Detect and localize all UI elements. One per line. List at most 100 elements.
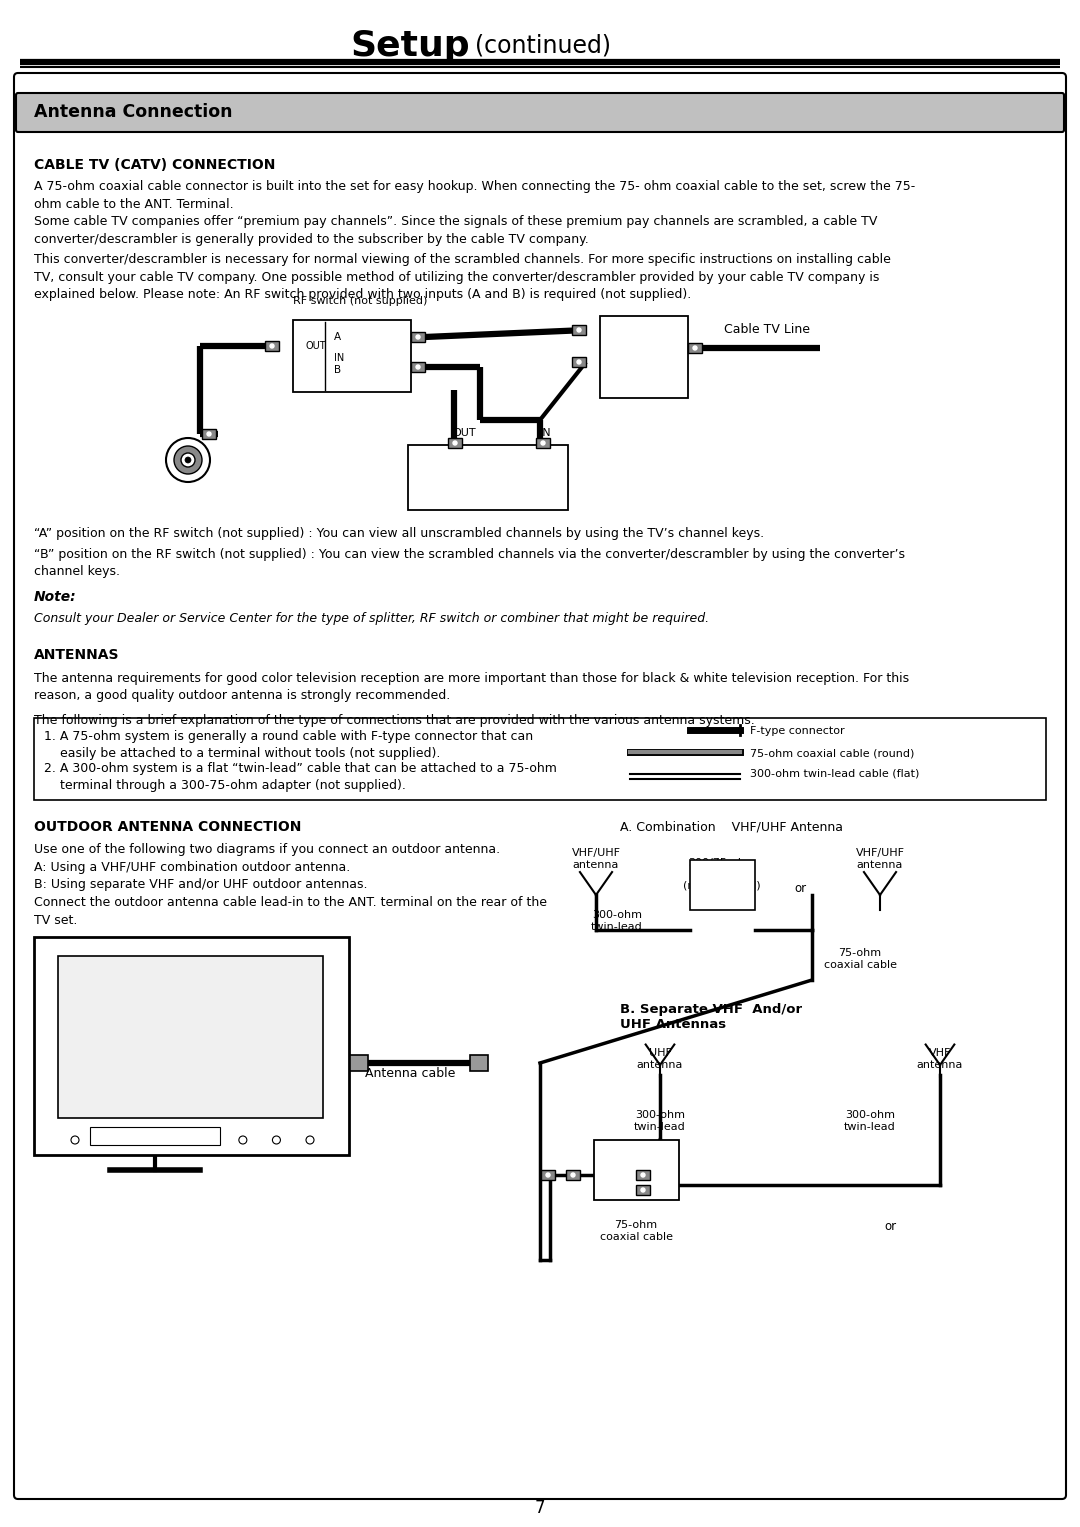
Circle shape bbox=[172, 1136, 179, 1144]
Circle shape bbox=[174, 446, 202, 473]
Text: 2. A 300-ohm system is a flat “twin-lead” cable that can be attached to a 75-ohm: 2. A 300-ohm system is a flat “twin-lead… bbox=[44, 762, 557, 793]
Bar bbox=[541, 1170, 555, 1180]
Text: supplied): supplied) bbox=[618, 382, 670, 392]
Text: The antenna requirements for good color television reception are more important : The antenna requirements for good color … bbox=[33, 672, 909, 702]
Bar bbox=[688, 344, 702, 353]
Circle shape bbox=[166, 438, 210, 483]
Text: Connect the outdoor antenna cable lead-in to the ANT. terminal on the rear of th: Connect the outdoor antenna cable lead-i… bbox=[33, 896, 546, 927]
Text: B: B bbox=[334, 365, 341, 376]
Circle shape bbox=[239, 1136, 247, 1144]
Text: F-type connector: F-type connector bbox=[750, 725, 845, 736]
Circle shape bbox=[571, 1173, 575, 1177]
Circle shape bbox=[577, 360, 581, 363]
Text: UHF
antenna: UHF antenna bbox=[637, 1048, 684, 1069]
Bar bbox=[33, 938, 349, 1154]
Text: Setup: Setup bbox=[350, 29, 470, 63]
Bar bbox=[600, 316, 688, 399]
Text: 300-ohm
twin-lead: 300-ohm twin-lead bbox=[845, 1110, 896, 1132]
Circle shape bbox=[181, 454, 195, 467]
Text: Cable TV Line: Cable TV Line bbox=[724, 324, 810, 336]
Circle shape bbox=[546, 1173, 550, 1177]
Bar bbox=[636, 1170, 650, 1180]
Bar bbox=[408, 444, 568, 510]
Text: VHF/UHF
antenna: VHF/UHF antenna bbox=[855, 847, 905, 869]
Circle shape bbox=[138, 1136, 146, 1144]
Text: “A” position on the RF switch (not supplied) : You can view all unscrambled chan: “A” position on the RF switch (not suppl… bbox=[33, 527, 765, 541]
Text: 300-ohm
twin-lead: 300-ohm twin-lead bbox=[634, 1110, 686, 1132]
Text: splitter: splitter bbox=[624, 354, 663, 363]
Bar bbox=[58, 956, 323, 1118]
Text: 1. A 75-ohm system is generally a round cable with F-type connector that can
   : 1. A 75-ohm system is generally a round … bbox=[44, 730, 534, 760]
Text: Antenna cable: Antenna cable bbox=[365, 1067, 455, 1080]
Text: A. Combination    VHF/UHF Antenna: A. Combination VHF/UHF Antenna bbox=[620, 820, 843, 834]
Bar bbox=[566, 1170, 580, 1180]
Bar bbox=[572, 357, 586, 366]
Bar bbox=[572, 325, 586, 334]
Text: OUT: OUT bbox=[306, 341, 326, 351]
Circle shape bbox=[416, 334, 420, 339]
Text: ANTENNAS: ANTENNAS bbox=[33, 647, 120, 663]
Circle shape bbox=[642, 1188, 645, 1193]
Text: or: or bbox=[794, 883, 806, 895]
Text: 75-ohm coaxial cable (round): 75-ohm coaxial cable (round) bbox=[750, 748, 915, 757]
Bar bbox=[636, 1185, 650, 1196]
Text: “B” position on the RF switch (not supplied) : You can view the scrambled channe: “B” position on the RF switch (not suppl… bbox=[33, 548, 905, 579]
Bar bbox=[470, 1055, 488, 1070]
Text: 7: 7 bbox=[535, 1500, 545, 1516]
Circle shape bbox=[185, 457, 191, 463]
Text: RF switch (not supplied): RF switch (not supplied) bbox=[293, 296, 428, 305]
Text: 75-ohm
coaxial cable: 75-ohm coaxial cable bbox=[824, 948, 896, 970]
Circle shape bbox=[105, 1136, 112, 1144]
Text: 300/75-ohm
adapter
(not supplied): 300/75-ohm adapter (not supplied) bbox=[684, 858, 760, 892]
Text: Antenna Connection: Antenna Connection bbox=[33, 102, 232, 121]
Text: Combiner
(not supplied): Combiner (not supplied) bbox=[597, 1145, 675, 1167]
Circle shape bbox=[416, 365, 420, 370]
Text: B: Using separate VHF and/or UHF outdoor antennas.: B: Using separate VHF and/or UHF outdoor… bbox=[33, 878, 367, 890]
Text: Use one of the following two diagrams if you connect an outdoor antenna.: Use one of the following two diagrams if… bbox=[33, 843, 500, 857]
Circle shape bbox=[270, 344, 274, 348]
Text: The following is a brief explanation of the type of connections that are provide: The following is a brief explanation of … bbox=[33, 715, 755, 727]
Circle shape bbox=[306, 1136, 314, 1144]
Bar bbox=[448, 438, 462, 447]
Circle shape bbox=[642, 1173, 645, 1177]
Text: Note:: Note: bbox=[33, 589, 77, 605]
Bar bbox=[594, 1141, 679, 1200]
Bar bbox=[690, 860, 755, 910]
Text: descrambler: descrambler bbox=[451, 464, 525, 476]
Bar bbox=[90, 1127, 220, 1145]
Circle shape bbox=[693, 347, 697, 350]
Text: This converter/descrambler is necessary for normal viewing of the scrambled chan: This converter/descrambler is necessary … bbox=[33, 253, 891, 301]
Text: VHF
antenna: VHF antenna bbox=[917, 1048, 963, 1069]
Text: (continued): (continued) bbox=[475, 34, 611, 58]
Bar bbox=[33, 718, 1047, 800]
Text: IN: IN bbox=[334, 353, 345, 363]
Circle shape bbox=[272, 1136, 281, 1144]
Text: signal: signal bbox=[627, 341, 661, 350]
Circle shape bbox=[577, 328, 581, 331]
Circle shape bbox=[71, 1136, 79, 1144]
Text: 300-ohm
twin-lead: 300-ohm twin-lead bbox=[591, 910, 643, 931]
Text: Cable TV converter/: Cable TV converter/ bbox=[429, 450, 546, 463]
Bar bbox=[202, 429, 216, 438]
Text: IN: IN bbox=[640, 1147, 651, 1157]
Bar bbox=[536, 438, 550, 447]
Text: 300-ohm twin-lead cable (flat): 300-ohm twin-lead cable (flat) bbox=[750, 770, 919, 779]
Text: CABLE TV (CATV) CONNECTION: CABLE TV (CATV) CONNECTION bbox=[33, 157, 275, 173]
Text: OUTDOOR ANTENNA CONNECTION: OUTDOOR ANTENNA CONNECTION bbox=[33, 820, 301, 834]
Bar bbox=[411, 362, 426, 373]
Text: A: A bbox=[334, 331, 341, 342]
Text: OUT: OUT bbox=[604, 1147, 626, 1157]
Bar bbox=[293, 321, 411, 392]
Bar bbox=[411, 331, 426, 342]
Text: Consult your Dealer or Service Center for the type of splitter, RF switch or com: Consult your Dealer or Service Center fo… bbox=[33, 612, 710, 625]
FancyBboxPatch shape bbox=[14, 73, 1066, 1500]
Text: A: Using a VHF/UHF combination outdoor antenna.: A: Using a VHF/UHF combination outdoor a… bbox=[33, 861, 350, 873]
Text: (not supplied): (not supplied) bbox=[447, 478, 529, 492]
Text: A 75-ohm coaxial cable connector is built into the set for easy hookup. When con: A 75-ohm coaxial cable connector is buil… bbox=[33, 180, 915, 211]
Text: B. Separate VHF  And/or
UHF Antennas: B. Separate VHF And/or UHF Antennas bbox=[620, 1003, 802, 1031]
Bar bbox=[350, 1055, 368, 1070]
Text: or: or bbox=[883, 1220, 896, 1232]
Bar bbox=[265, 341, 279, 351]
Text: (not: (not bbox=[633, 368, 656, 379]
Circle shape bbox=[207, 432, 211, 437]
